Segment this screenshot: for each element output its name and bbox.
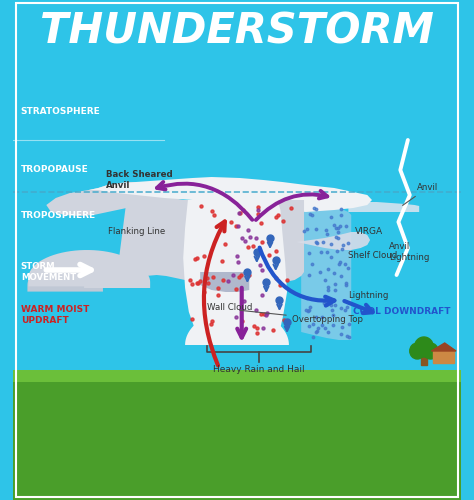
Polygon shape bbox=[296, 232, 370, 250]
Text: Anvil: Anvil bbox=[402, 183, 438, 206]
Polygon shape bbox=[46, 182, 192, 216]
Polygon shape bbox=[115, 200, 304, 288]
Polygon shape bbox=[183, 200, 287, 345]
Text: Lightning: Lightning bbox=[348, 290, 389, 300]
Polygon shape bbox=[433, 351, 454, 363]
Text: Shelf Cloud: Shelf Cloud bbox=[348, 250, 398, 260]
Text: Wall Cloud: Wall Cloud bbox=[207, 304, 252, 312]
Text: Overtopping Top: Overtopping Top bbox=[240, 310, 363, 324]
Polygon shape bbox=[431, 343, 456, 351]
Polygon shape bbox=[27, 263, 103, 292]
Text: WARM MOIST
UPDRAFT: WARM MOIST UPDRAFT bbox=[21, 306, 89, 324]
Polygon shape bbox=[348, 202, 419, 212]
Polygon shape bbox=[89, 177, 372, 212]
Polygon shape bbox=[301, 202, 351, 340]
Text: VIRGA: VIRGA bbox=[355, 228, 383, 236]
Text: THUNDERSTORM: THUNDERSTORM bbox=[40, 11, 434, 53]
Text: STRATOSPHERE: STRATOSPHERE bbox=[21, 108, 100, 116]
Bar bbox=[13, 382, 461, 500]
Text: TROPOSPHERE: TROPOSPHERE bbox=[21, 210, 96, 220]
Bar bbox=[13, 370, 461, 382]
Text: COOL DOWNDRAFT: COOL DOWNDRAFT bbox=[353, 308, 451, 316]
Circle shape bbox=[410, 343, 425, 359]
Polygon shape bbox=[421, 355, 427, 365]
Text: Heavy Rain and Hail: Heavy Rain and Hail bbox=[213, 366, 304, 374]
Text: STORM
MOVEMENT: STORM MOVEMENT bbox=[21, 262, 76, 281]
Text: Anvil
Lightning: Anvil Lightning bbox=[389, 242, 429, 262]
Circle shape bbox=[423, 343, 438, 359]
Text: Back Sheared
Anvil: Back Sheared Anvil bbox=[106, 170, 173, 190]
Polygon shape bbox=[200, 272, 249, 292]
Text: TROPOPAUSE: TROPOPAUSE bbox=[21, 166, 89, 174]
Polygon shape bbox=[28, 250, 146, 286]
Text: Flanking Line: Flanking Line bbox=[108, 228, 165, 236]
Polygon shape bbox=[185, 310, 289, 345]
Circle shape bbox=[414, 337, 433, 357]
Polygon shape bbox=[84, 262, 150, 288]
